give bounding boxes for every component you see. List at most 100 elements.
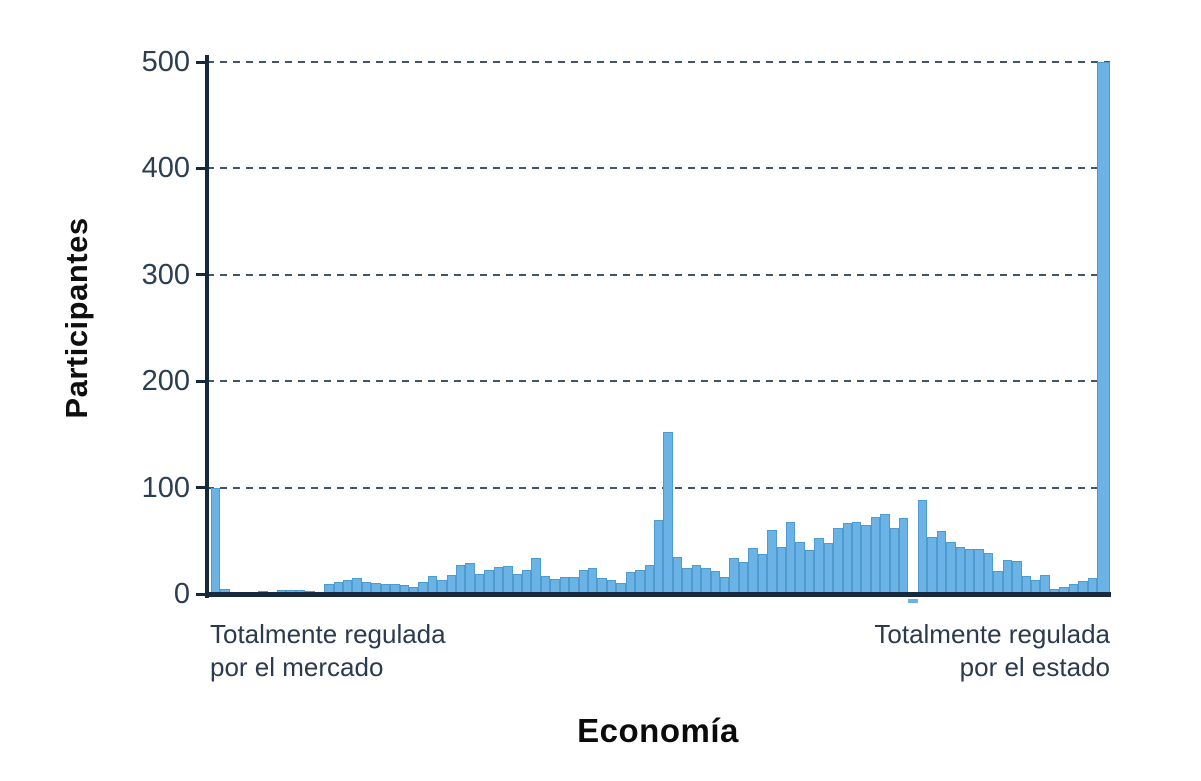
histogram-bar bbox=[1078, 581, 1088, 594]
histogram-bar bbox=[889, 528, 900, 594]
y-tick-label-0: 0 bbox=[173, 578, 190, 610]
histogram-bar bbox=[663, 432, 673, 594]
y-tick-100 bbox=[196, 486, 207, 490]
histogram-bar bbox=[361, 582, 372, 594]
y-tick-500 bbox=[196, 60, 207, 64]
histogram-bar bbox=[738, 562, 749, 594]
histogram-bar bbox=[295, 589, 306, 594]
histogram-bar bbox=[823, 542, 834, 594]
histogram-bar bbox=[276, 589, 287, 594]
histogram-bar bbox=[220, 588, 230, 594]
histogram-bar bbox=[399, 585, 409, 594]
y-tick-label-500: 500 bbox=[141, 46, 190, 78]
histogram-bar bbox=[1002, 559, 1013, 594]
histogram-bar bbox=[465, 563, 475, 594]
x-axis-right-end-label-line1: Totalmente regulada bbox=[874, 619, 1110, 649]
y-gridline-500 bbox=[207, 61, 1110, 63]
histogram-bar bbox=[701, 568, 711, 594]
histogram-bar bbox=[446, 574, 457, 594]
x-axis-left-end-label-line1: Totalmente regulada bbox=[210, 619, 446, 649]
y-gridline-400 bbox=[207, 167, 1110, 170]
histogram-bar bbox=[522, 569, 532, 594]
histogram-bar bbox=[880, 514, 890, 594]
x-axis-left-end-label-line2: por el mercado bbox=[210, 652, 384, 682]
histogram-bar bbox=[286, 589, 296, 594]
histogram-bar bbox=[983, 552, 994, 594]
histogram-bar bbox=[503, 566, 513, 594]
y-gridline-200 bbox=[207, 380, 1110, 383]
histogram-bar bbox=[474, 573, 485, 594]
histogram-bar bbox=[870, 517, 881, 594]
histogram-bar bbox=[842, 522, 852, 594]
histogram-bar bbox=[578, 569, 589, 594]
histogram-bar bbox=[691, 565, 702, 594]
histogram-bar bbox=[804, 550, 815, 594]
histogram-bar bbox=[390, 584, 400, 594]
y-tick-label-100: 100 bbox=[141, 471, 190, 504]
y-axis-line bbox=[205, 55, 209, 598]
histogram-bar bbox=[710, 570, 720, 594]
histogram-bar bbox=[352, 578, 362, 594]
histogram-bar bbox=[559, 576, 570, 594]
histogram-bar bbox=[324, 584, 334, 594]
plot-area bbox=[205, 61, 1110, 604]
histogram-bar bbox=[654, 519, 664, 594]
histogram-bar bbox=[371, 583, 381, 594]
histogram-bar bbox=[437, 580, 447, 594]
histogram-bar bbox=[211, 487, 221, 594]
y-tick-300 bbox=[196, 273, 207, 277]
histogram-bar bbox=[408, 586, 419, 594]
x-axis-title: Economía bbox=[577, 712, 739, 749]
histogram-bar bbox=[380, 584, 391, 594]
x-axis-line bbox=[205, 592, 1111, 597]
histogram-bar bbox=[1031, 580, 1041, 594]
histogram-bar bbox=[606, 580, 617, 594]
histogram-bar bbox=[861, 524, 871, 594]
histogram-bar bbox=[644, 565, 654, 594]
histogram-bar bbox=[1049, 588, 1060, 594]
histogram-bar bbox=[342, 580, 353, 594]
histogram-bar bbox=[899, 518, 909, 594]
y-tick-label-400: 400 bbox=[141, 152, 190, 185]
y-tick-400 bbox=[196, 166, 207, 170]
histogram-bar bbox=[682, 568, 692, 594]
histogram-bar bbox=[993, 570, 1003, 594]
histogram-bar bbox=[672, 556, 683, 594]
histogram-bar bbox=[1040, 574, 1050, 594]
histogram-bar bbox=[729, 557, 739, 594]
histogram-bar bbox=[908, 599, 918, 604]
histogram-bar bbox=[776, 547, 786, 594]
histogram-bar bbox=[917, 500, 928, 594]
histogram-bar bbox=[927, 536, 937, 594]
histogram-bar bbox=[333, 582, 343, 594]
histogram-bar bbox=[531, 557, 541, 594]
histogram-bar bbox=[748, 548, 758, 594]
histogram-bar bbox=[456, 565, 466, 594]
x-axis-left-end-label: Totalmente regulada por el mercado bbox=[210, 618, 446, 684]
histogram-bar bbox=[540, 575, 551, 594]
histogram-bar bbox=[814, 537, 824, 594]
histogram-bar bbox=[833, 528, 843, 594]
histogram-bar bbox=[955, 547, 966, 594]
y-tick-0 bbox=[196, 592, 207, 596]
histogram-bar bbox=[965, 549, 975, 594]
histogram-bar bbox=[1097, 62, 1110, 594]
y-gridline-100 bbox=[207, 486, 1110, 489]
histogram-bar bbox=[974, 549, 984, 594]
y-tick-label-200: 200 bbox=[141, 365, 190, 398]
histogram-bar bbox=[569, 576, 579, 594]
histogram-bar bbox=[597, 578, 607, 594]
y-tick-200 bbox=[196, 379, 207, 383]
histogram-bar bbox=[795, 541, 805, 594]
histogram-bar bbox=[427, 575, 438, 594]
histogram-bar bbox=[767, 530, 777, 594]
histogram-bar bbox=[936, 531, 947, 594]
histogram-bar bbox=[785, 521, 796, 594]
histogram-bar bbox=[719, 576, 730, 594]
histogram-bar bbox=[1021, 575, 1032, 594]
histogram-bar bbox=[635, 569, 645, 594]
histogram-bar bbox=[757, 553, 768, 594]
histogram-bar bbox=[588, 568, 598, 594]
x-axis-right-end-label-line2: por el estado bbox=[959, 652, 1110, 682]
